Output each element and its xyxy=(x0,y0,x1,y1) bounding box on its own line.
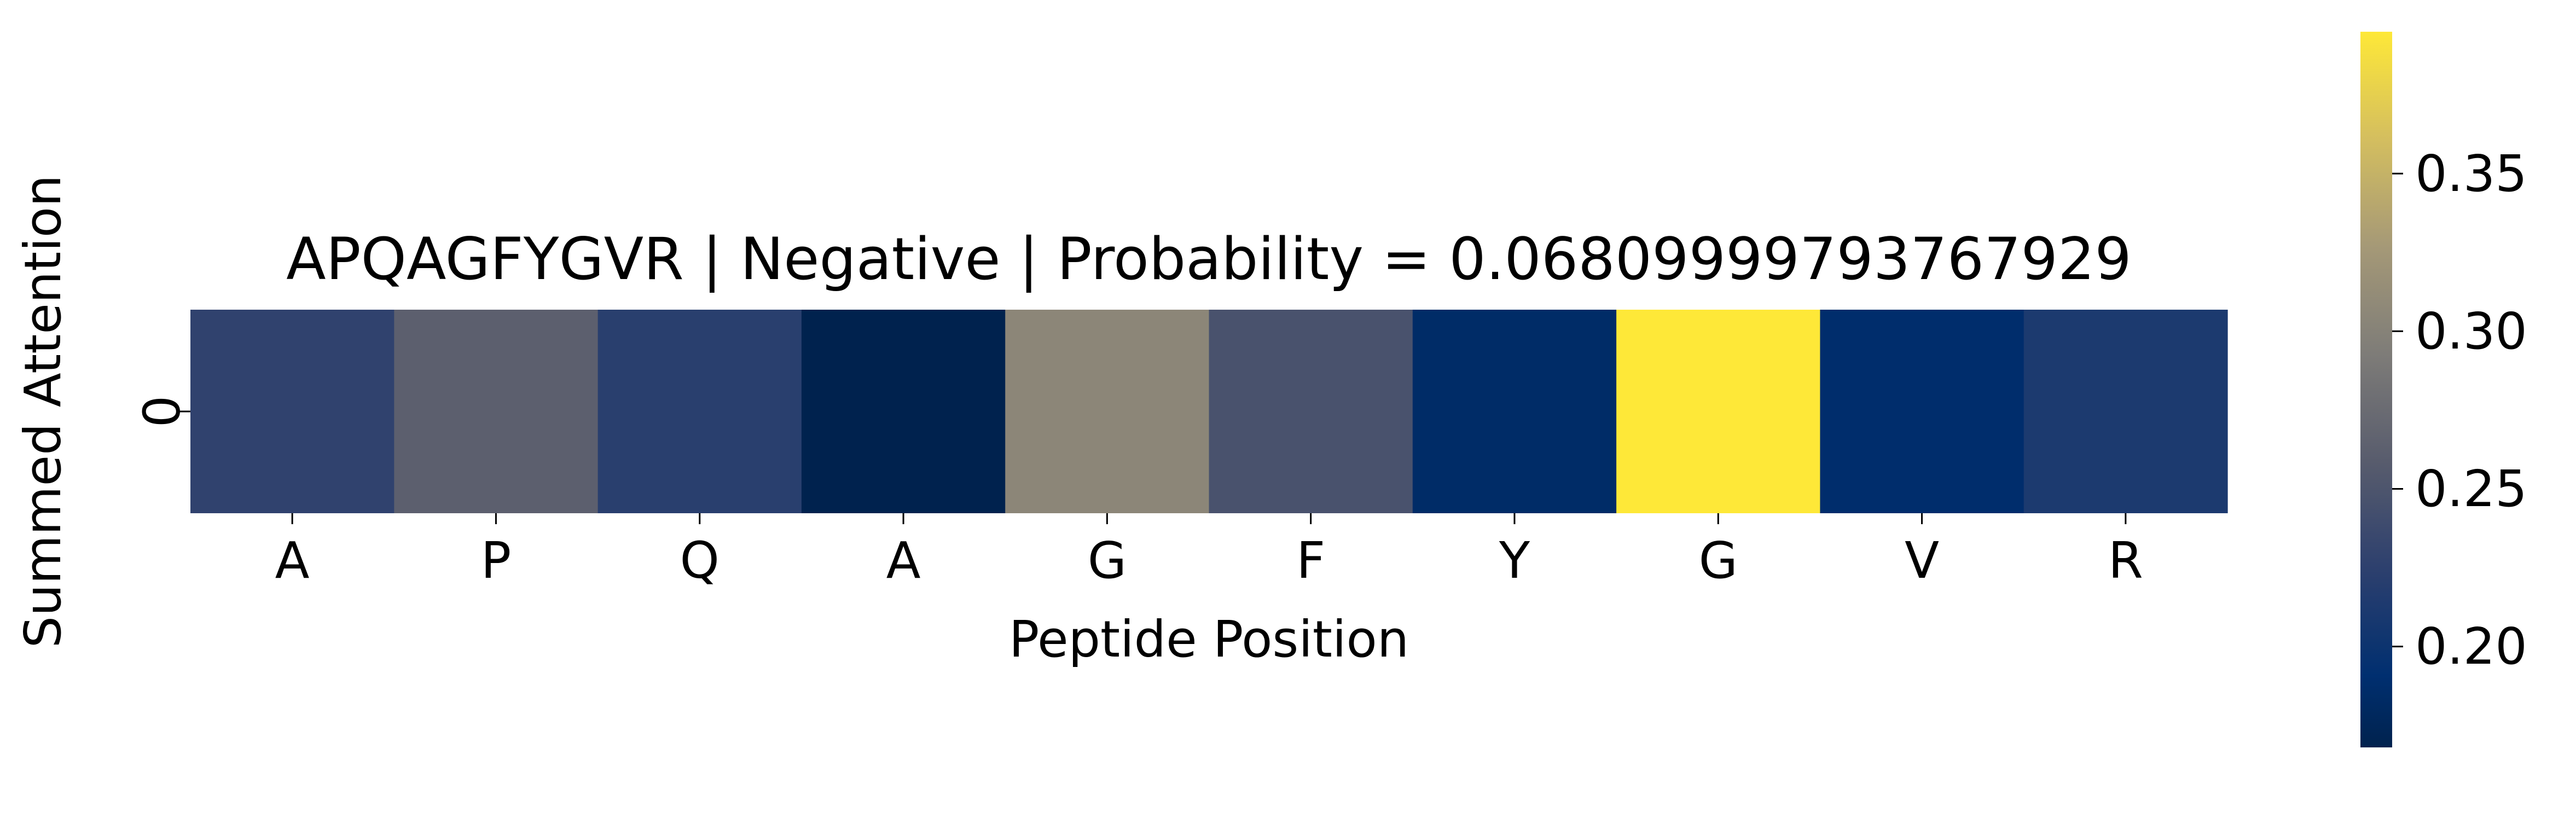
x-tick-label: F xyxy=(1296,531,1325,590)
heatmap-cell xyxy=(190,310,394,513)
x-tick-label: Y xyxy=(1499,531,1530,590)
colorbar xyxy=(2360,32,2392,747)
heatmap-cell xyxy=(1616,310,1820,513)
x-tick-label: G xyxy=(1088,531,1127,590)
x-axis-label: Peptide Position xyxy=(1009,610,1409,669)
x-tick-label: A xyxy=(886,531,921,590)
heatmap-cell xyxy=(597,310,802,513)
x-tick-label: V xyxy=(1905,531,1939,590)
x-tick-label: A xyxy=(275,531,310,590)
x-tick-label: R xyxy=(2108,531,2143,590)
colorbar-tick-label: 0.25 xyxy=(2415,460,2527,518)
heatmap-cell xyxy=(1820,310,2024,513)
x-tick-label: Q xyxy=(680,531,720,590)
heatmap-cell xyxy=(1412,310,1617,513)
x-tick-label: P xyxy=(481,531,511,590)
colorbar-tick-label: 0.35 xyxy=(2415,144,2527,203)
heatmap-cells xyxy=(190,310,2228,513)
y-tick-label: 0 xyxy=(133,396,192,428)
colorbar-tick-label: 0.30 xyxy=(2415,302,2527,361)
heatmap-cell xyxy=(1005,310,1210,513)
x-tick-label: G xyxy=(1699,531,1738,590)
y-axis-label: Summed Attention xyxy=(14,175,72,648)
colorbar-ticks: 0.20 0.25 0.30 0.35 xyxy=(2392,144,2527,676)
heatmap-cell xyxy=(394,310,599,513)
y-axis-ticks: 0 xyxy=(133,396,192,428)
colorbar-tick-label: 0.20 xyxy=(2415,617,2527,676)
heatmap-cell xyxy=(801,310,1006,513)
heatmap-cell xyxy=(2023,310,2228,513)
heatmap-cell xyxy=(1209,310,1413,513)
chart-title: APQAGFYGVR | Negative | Probability = 0.… xyxy=(286,225,2132,293)
